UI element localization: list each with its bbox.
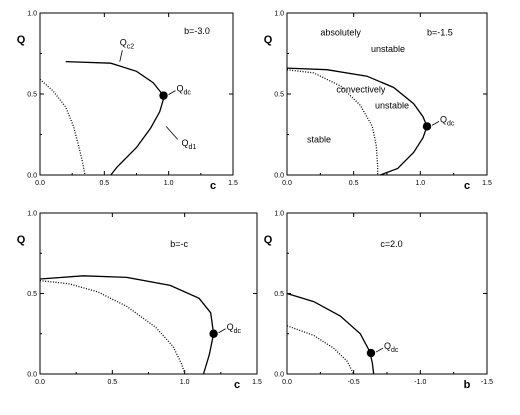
x-axis-label: c (464, 180, 470, 192)
x-tick-label: 0.0 (282, 379, 292, 386)
y-axis-label: Q (264, 234, 273, 246)
curve-label-sub: c2 (127, 43, 135, 50)
marker-label-main: Q (227, 322, 234, 332)
annotation-text: b=-1.5 (427, 28, 453, 38)
panel-2: 0.0 0.5 1.0 1.50.00.51.0cQQdcabsolutelyunst… (264, 11, 492, 193)
x-axis-label: b (464, 379, 471, 391)
marker-label-main: Q (384, 341, 391, 351)
qd1-pointer (165, 126, 178, 140)
critical-point-marker (366, 348, 376, 358)
x-tick-label: 0.0 (35, 180, 45, 187)
x-tick-label: 0.5 (107, 379, 117, 386)
x-tick-label: -0.5 (348, 379, 360, 386)
solid-curve (286, 67, 428, 176)
x-tick-label: 1.5 (252, 379, 262, 386)
y-tick-label: 0.0 (27, 372, 37, 379)
marker-label-sub: dc (184, 90, 192, 97)
critical-point-marker (209, 329, 218, 338)
plot-frame (286, 12, 488, 176)
y-tick-label: 1.0 (274, 11, 284, 18)
x-tick-label: 1.5 (228, 180, 238, 187)
x-tick-label: 0.5 (349, 180, 359, 187)
marker-label-sub: dc (234, 328, 242, 335)
x-tick-label: 0.0 (282, 180, 292, 187)
plot-frame (39, 12, 234, 176)
x-tick-label: 1.0 (180, 379, 190, 386)
annotation-text: unstable (371, 44, 405, 54)
y-tick-label: 0.0 (274, 372, 284, 379)
marker-pointer (375, 347, 384, 353)
x-axis-label: c (234, 379, 240, 391)
dotted-curve (39, 78, 86, 176)
marker-pointer (431, 121, 440, 126)
x-tick-label: -1.5 (481, 379, 493, 386)
y-tick-label: 1.0 (274, 211, 284, 218)
x-tick-label: 1.0 (164, 180, 174, 187)
x-tick-label: 1.5 (482, 180, 492, 187)
annotation-text: unstable (375, 101, 409, 111)
marker-label-sub: dc (391, 347, 399, 354)
dotted-curve (286, 325, 355, 375)
curve-label: Qd1 (182, 138, 197, 151)
x-tick-label: -1.0 (414, 379, 426, 386)
marker-label: Qdc (227, 322, 242, 335)
x-tick-label: 0.5 (99, 180, 109, 187)
curve-label-sub: d1 (189, 144, 197, 151)
y-tick-label: 0.5 (274, 92, 284, 99)
dotted-curve (39, 279, 186, 375)
annotation-text: c=2.0 (380, 239, 402, 249)
marker-label: Qdc (440, 114, 455, 127)
curve-label-main: Q (182, 138, 189, 148)
critical-point-marker (422, 122, 432, 131)
y-axis-label: Q (17, 234, 26, 246)
y-tick-label: 1.0 (27, 211, 37, 218)
annotation-text: absolutely (320, 28, 361, 38)
x-axis-label: c (210, 180, 216, 192)
marker-label-main: Q (177, 84, 184, 94)
y-tick-label: 0.0 (27, 173, 37, 180)
y-tick-label: 0.5 (27, 92, 37, 99)
qc2-pointer (119, 50, 123, 62)
annotation-text: b=-c (170, 239, 188, 249)
y-tick-label: 1.0 (27, 11, 37, 18)
marker-pointer (218, 328, 226, 334)
marker-label: Qdc (384, 341, 399, 354)
solid-curve (286, 292, 375, 375)
marker-label-sub: dc (447, 120, 455, 127)
x-tick-label: 0.0 (35, 379, 45, 386)
solid-curve (39, 275, 215, 375)
marker-label: Qdc (177, 84, 192, 97)
plot-frame (39, 212, 258, 375)
solid-curve (65, 60, 165, 176)
marker-pointer (168, 90, 176, 95)
marker-label-main: Q (440, 114, 447, 124)
curve-label-main: Q (120, 37, 127, 47)
curve-label: Qc2 (120, 37, 135, 50)
y-tick-label: 0.5 (27, 291, 37, 298)
annotation-text: b=-3.0 (184, 26, 210, 36)
critical-point-marker (159, 91, 168, 100)
y-axis-label: Q (264, 34, 273, 46)
annotation-text: stable (307, 135, 331, 145)
y-tick-label: 0.0 (274, 173, 284, 180)
y-tick-label: 0.5 (274, 291, 284, 298)
annotation-text: convectively (336, 84, 386, 94)
dotted-curve (286, 69, 379, 175)
y-axis-label: Q (17, 34, 26, 46)
x-tick-label: 1.0 (415, 180, 425, 187)
